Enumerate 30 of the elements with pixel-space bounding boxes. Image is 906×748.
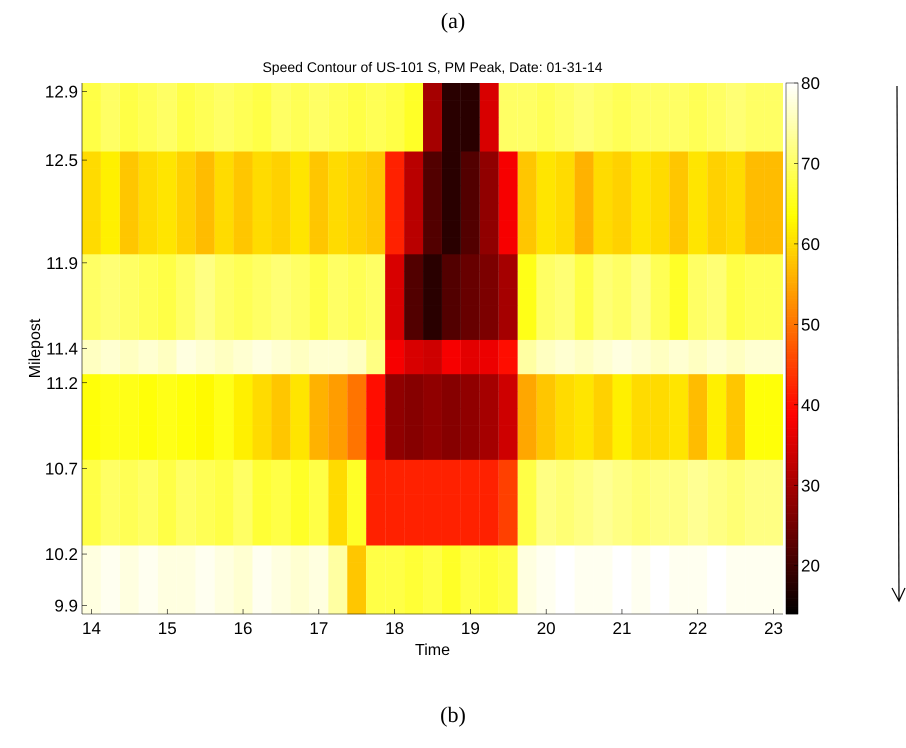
color-bar-label: 30: [801, 476, 820, 496]
x-tick-label: 22: [688, 619, 708, 638]
x-tick-label: 21: [612, 619, 632, 638]
chart-title: Speed Contour of US-101 S, PM Peak, Date: 01-31-14: [262, 59, 603, 75]
y-tick-label: 10.2: [44, 545, 78, 564]
y-tick-label: 12.5: [44, 151, 78, 170]
x-tick-label: 19: [460, 619, 480, 638]
color-bar-label: 20: [801, 556, 820, 576]
y-tick-label: 9.9: [54, 596, 78, 616]
text: (a): [440, 8, 466, 33]
x-axis-title: Time: [415, 642, 450, 659]
y-tick-label: 12.9: [44, 82, 78, 102]
y-tick-label: 10.7: [44, 459, 78, 478]
x-tick-label: 14: [82, 619, 101, 638]
y-axis-title: Milepost: [27, 318, 44, 378]
x-tick-label: 17: [309, 619, 328, 638]
x-tick-label: 20: [536, 619, 556, 638]
x-tick-label: 16: [234, 619, 252, 638]
color-bar-label: 40: [801, 396, 820, 415]
x-tick-label: 15: [158, 619, 177, 638]
color-bar-label: 80: [801, 74, 820, 93]
y-tick-label: 11.9: [46, 254, 78, 273]
y-tick-label: 11.2: [46, 374, 78, 393]
color-bar-label: 60: [801, 234, 820, 254]
text: (b): [440, 702, 466, 727]
color-bar-label: 50: [801, 315, 820, 334]
y-tick-label: 11.4: [46, 340, 78, 358]
x-tick-label: 23: [764, 619, 783, 638]
x-tick-label: 18: [385, 619, 404, 638]
color-bar-label: 70: [801, 154, 820, 174]
